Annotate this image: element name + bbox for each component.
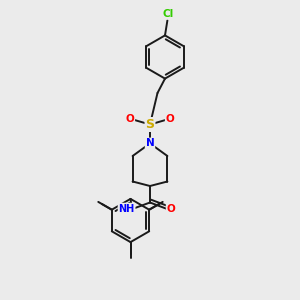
Text: Cl: Cl <box>162 9 174 19</box>
Text: N: N <box>146 138 154 148</box>
Text: O: O <box>167 204 176 214</box>
Text: O: O <box>125 114 134 124</box>
Text: O: O <box>166 114 175 124</box>
Text: S: S <box>146 118 154 131</box>
Text: NH: NH <box>118 203 135 214</box>
